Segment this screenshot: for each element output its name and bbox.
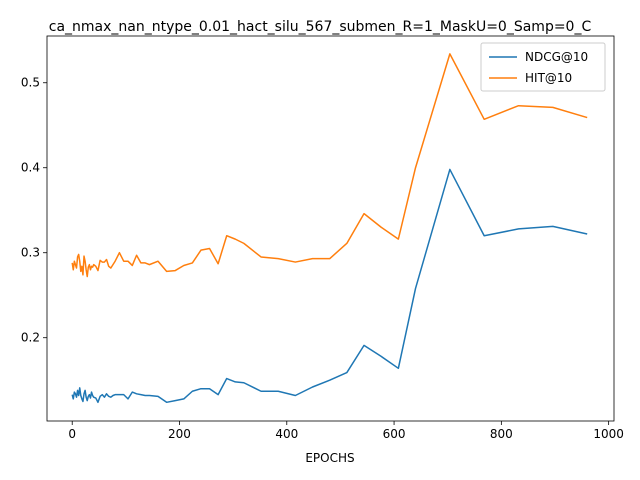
y-tick-label: 0.3: [21, 246, 40, 260]
legend-label-0: NDCG@10: [525, 50, 588, 64]
axes-frame: [46, 35, 615, 422]
x-axis: 0 200 400 600 800 1000: [68, 421, 624, 441]
x-tick-label: 600: [383, 427, 406, 441]
legend: NDCG@10 HIT@10: [480, 42, 606, 92]
y-tick-label: 0.4: [21, 161, 40, 175]
legend-label-1: HIT@10: [525, 71, 572, 85]
y-tick-label: 0.5: [21, 76, 40, 90]
x-tick-label: 0: [68, 427, 76, 441]
series-line-0: [71, 168, 588, 404]
plot-area: [71, 53, 588, 404]
x-tick-label: 200: [168, 427, 191, 441]
x-tick-label: 800: [490, 427, 513, 441]
legend-box: [480, 42, 606, 92]
chart-title: ca_nmax_nan_ntype_0.01_hact_silu_567_sub…: [49, 19, 592, 35]
x-tick-label: 400: [275, 427, 298, 441]
y-axis: 0.2 0.3 0.4 0.5: [21, 76, 47, 345]
series-line-1: [71, 53, 588, 278]
y-tick-label: 0.2: [21, 331, 40, 345]
x-tick-label: 1000: [593, 427, 624, 441]
x-axis-label: EPOCHS: [305, 451, 354, 465]
